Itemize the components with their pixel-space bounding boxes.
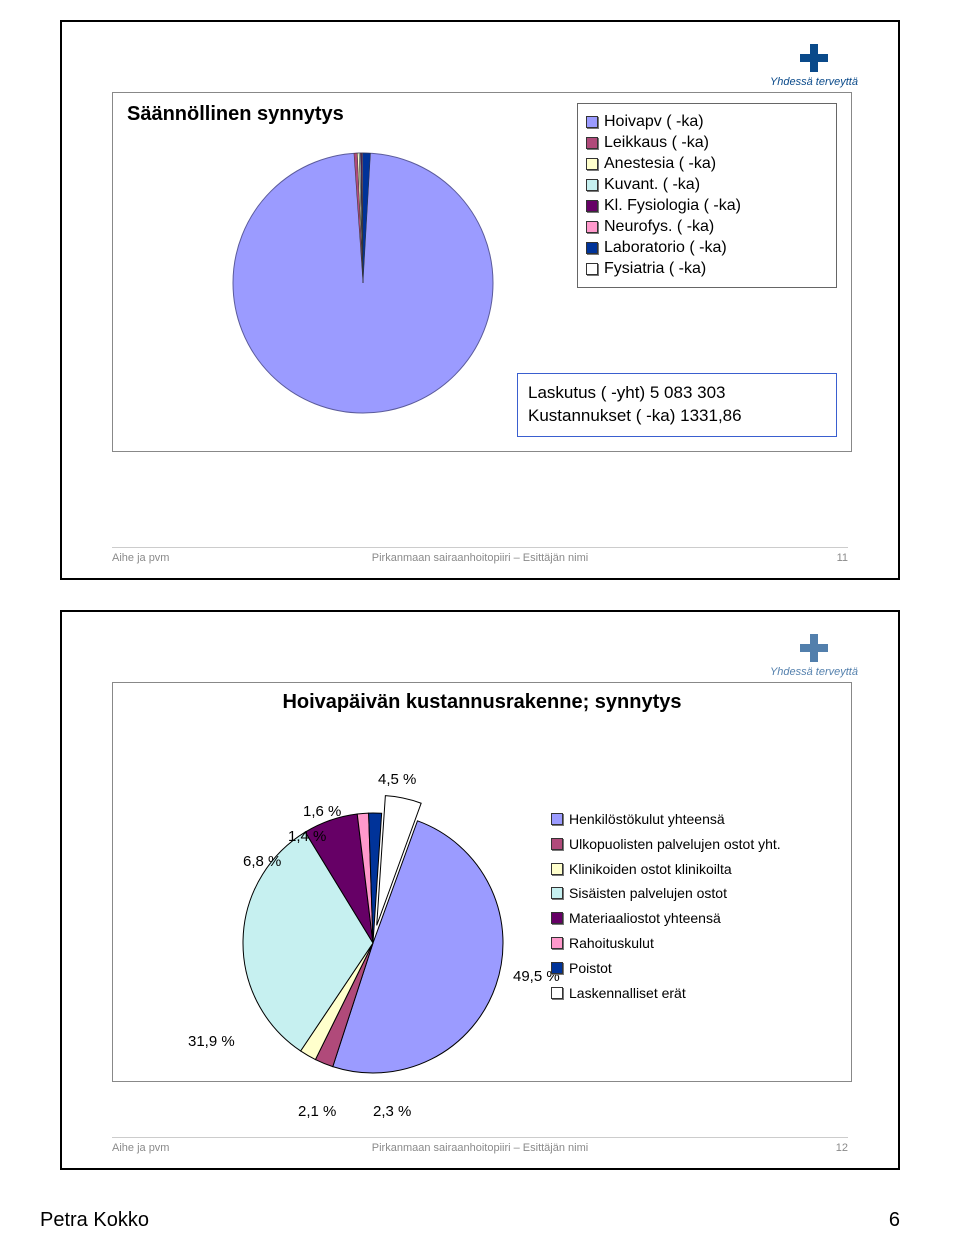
data-label: 6,8 % (243, 853, 281, 870)
logo-text: Yhdessä terveyttä (770, 76, 858, 88)
data-label: 1,6 % (303, 803, 341, 820)
data-label: 2,3 % (373, 1103, 411, 1120)
legend-item: Laskennalliset erät (551, 985, 831, 1002)
pie-2-svg (173, 743, 573, 1143)
slide-1: Yhdessä terveyttä Säännöllinen synnytys … (60, 20, 900, 580)
legend-swatch (586, 179, 598, 191)
data-label: 2,1 % (298, 1103, 336, 1120)
legend-item: Henkilöstökulut yhteensä (551, 811, 831, 828)
legend-swatch (551, 912, 563, 924)
legend-swatch (551, 887, 563, 899)
pie-chart-1 (223, 143, 503, 428)
legend-item: Sisäisten palvelujen ostot (551, 885, 831, 902)
legend-item: Poistot (551, 960, 831, 977)
legend-swatch (551, 962, 563, 974)
legend-item: Kl. Fysiologia ( -ka) (586, 197, 828, 215)
data-label: 4,5 % (378, 771, 416, 788)
legend-swatch (586, 116, 598, 128)
chart-2-title: Hoivapäivän kustannusrakenne; synnytys (113, 691, 851, 714)
legend-label: Rahoituskulut (569, 935, 831, 952)
data-label: 1,4 % (288, 828, 326, 845)
legend-1: Hoivapv ( -ka) Leikkaus ( -ka) Anestesia (… (577, 103, 837, 288)
legend-label: Hoivapv ( -ka) (604, 113, 704, 131)
info-box-1: Laskutus ( -yht) 5 083 303Kustannukset (… (517, 373, 837, 437)
pie-chart-2: 4,5 %1,6 %1,4 %6,8 %49,5 %31,9 %2,1 %2,3… (173, 743, 573, 1148)
legend-swatch (586, 242, 598, 254)
footer-page: 11 (837, 552, 848, 564)
legend-label: Fysiatria ( -ka) (604, 260, 706, 278)
logo-text: Yhdessä terveyttä (770, 666, 858, 678)
legend-swatch (586, 137, 598, 149)
pie-1-svg (223, 143, 503, 423)
legend-item: Hoivapv ( -ka) (586, 113, 828, 131)
legend-swatch (586, 263, 598, 275)
legend-label: Neurofys. ( -ka) (604, 218, 714, 236)
info-line: Kustannukset ( -ka) 1331,86 (528, 405, 826, 428)
footer-mid: Pirkanmaan sairaanhoitopiiri – Esittäjän… (112, 552, 848, 564)
legend-item: Materiaaliostot yhteensä (551, 910, 831, 927)
legend-item: Ulkopuolisten palvelujen ostot yht. (551, 836, 831, 853)
footer-left: Aihe ja pvm (112, 1142, 169, 1154)
legend-label: Anestesia ( -ka) (604, 155, 716, 173)
logo-cross-icon (800, 44, 828, 72)
legend-swatch (551, 838, 563, 850)
logo: Yhdessä terveyttä (770, 634, 858, 678)
legend-item: Leikkaus ( -ka) (586, 134, 828, 152)
chart-box-1: Säännöllinen synnytys Hoivapv ( -ka)Leik… (112, 92, 852, 452)
footer-left: Aihe ja pvm (112, 552, 169, 564)
footer-mid: Pirkanmaan sairaanhoitopiiri – Esittäjän… (112, 1142, 848, 1154)
logo: Yhdessä terveyttä (770, 44, 858, 88)
legend-item: Anestesia ( -ka) (586, 155, 828, 173)
footer-page: 12 (836, 1142, 848, 1154)
legend-label: Klinikoiden ostot klinikoilta (569, 861, 831, 878)
legend-item: Kuvant. ( -ka) (586, 176, 828, 194)
legend-label: Sisäisten palvelujen ostot (569, 885, 831, 902)
legend-swatch (551, 863, 563, 875)
legend-label: Laboratorio ( -ka) (604, 239, 727, 257)
legend-swatch (551, 937, 563, 949)
legend-swatch (551, 813, 563, 825)
legend-label: Poistot (569, 960, 831, 977)
legend-swatch (551, 987, 563, 999)
slide-2-footer: Aihe ja pvm Pirkanmaan sairaanhoitopiiri… (112, 1137, 848, 1154)
legend-item: Neurofys. ( -ka) (586, 218, 828, 236)
legend-swatch (586, 221, 598, 233)
logo-cross-icon (800, 634, 828, 662)
chart-box-2: Hoivapäivän kustannusrakenne; synnytys 4… (112, 682, 852, 1082)
legend-swatch (586, 200, 598, 212)
slide-2: Yhdessä terveyttä Hoivapäivän kustannusr… (60, 610, 900, 1170)
author-name: Petra Kokko (40, 1209, 149, 1232)
slide-1-footer: Aihe ja pvm Pirkanmaan sairaanhoitopiiri… (112, 547, 848, 564)
legend-label: Ulkopuolisten palvelujen ostot yht. (569, 836, 831, 853)
legend-item: Fysiatria ( -ka) (586, 260, 828, 278)
legend-label: Materiaaliostot yhteensä (569, 910, 831, 927)
legend-item: Klinikoiden ostot klinikoilta (551, 861, 831, 878)
legend-swatch (586, 158, 598, 170)
legend-label: Kl. Fysiologia ( -ka) (604, 197, 741, 215)
legend-label: Kuvant. ( -ka) (604, 176, 700, 194)
legend-item: Laboratorio ( -ka) (586, 239, 828, 257)
info-line: Laskutus ( -yht) 5 083 303 (528, 382, 826, 405)
legend-label: Laskennalliset erät (569, 985, 831, 1002)
legend-label: Leikkaus ( -ka) (604, 134, 709, 152)
page-number: 6 (889, 1209, 900, 1232)
legend-item: Rahoituskulut (551, 935, 831, 952)
data-label: 31,9 % (188, 1033, 235, 1050)
legend-2: Henkilöstökulut yhteensä Ulkopuolisten pa… (551, 803, 831, 1009)
legend-label: Henkilöstökulut yhteensä (569, 811, 831, 828)
